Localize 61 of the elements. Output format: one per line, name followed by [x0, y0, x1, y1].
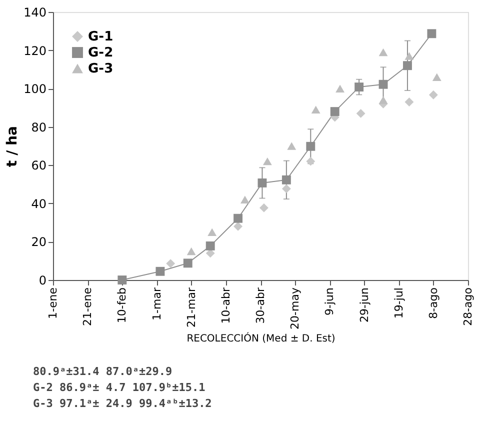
point	[403, 61, 412, 70]
point	[378, 48, 388, 56]
x-tick-label: 28-ago	[462, 287, 474, 326]
x-tick-label: 20-may	[288, 287, 302, 330]
point	[306, 156, 316, 166]
point	[234, 214, 242, 223]
point	[240, 196, 250, 204]
point	[234, 222, 242, 231]
point	[259, 203, 268, 212]
x-tick-label: 10-abr	[219, 287, 232, 324]
legend-label: G-1	[88, 30, 114, 44]
x-tick-label: 19-jul	[392, 288, 406, 319]
point	[282, 175, 291, 184]
point	[428, 90, 438, 100]
point	[330, 107, 340, 116]
point	[404, 98, 414, 106]
y-tick-label: 0	[38, 274, 46, 288]
point	[156, 266, 165, 276]
y-tick-label: 140	[24, 6, 46, 20]
text: G-2 86.9ᵃ± 4.7 107.9ᵇ±15.1	[33, 381, 206, 394]
x-tick-label: 9-jun	[323, 287, 336, 316]
x-tick-label: 10-feb	[116, 287, 129, 324]
point	[432, 73, 442, 81]
point	[166, 259, 176, 268]
point	[287, 142, 296, 150]
y-axis-title: t / ha	[4, 126, 21, 167]
x-tick-label: 1-mar	[150, 287, 164, 320]
text: 80.9ᵃ±31.4 87.0ᵃ±29.9	[33, 365, 172, 378]
y-tick-label: 20	[31, 235, 46, 250]
text: G-3 97.1ᵃ± 24.9 99.4ᵃᵇ±13.2	[33, 397, 212, 410]
y-tick-label: 100	[24, 82, 46, 96]
legend-label: G-2	[88, 46, 114, 60]
point	[183, 258, 192, 268]
point	[206, 241, 215, 250]
y-tick-label: 80	[31, 120, 46, 134]
x-tick-label: 30-abr	[254, 287, 267, 324]
point	[311, 106, 320, 114]
point	[282, 184, 291, 194]
legend-label: G-3	[88, 62, 114, 76]
y-tick-label: 40	[31, 196, 46, 211]
point	[336, 84, 345, 92]
point	[258, 178, 267, 188]
y-tick-label: 60	[31, 158, 46, 173]
x-tick-label: 1-ene	[46, 287, 60, 319]
x-tick-label: 29-jun	[358, 287, 371, 322]
point	[356, 108, 366, 118]
point	[306, 142, 316, 151]
point	[378, 80, 388, 89]
point	[354, 82, 364, 92]
y-tick-label: 120	[24, 44, 46, 58]
x-axis-title: RECOLECCIÓN (Med ± D. Est)	[186, 331, 336, 344]
point	[404, 52, 414, 60]
point	[208, 228, 217, 236]
x-tick-label: 8-ago	[426, 287, 440, 319]
x-tick-label: 21-mar	[184, 287, 198, 328]
point	[262, 157, 272, 166]
x-tick-label: 21-ene	[81, 287, 94, 326]
point	[427, 29, 436, 38]
point	[118, 276, 127, 284]
point	[186, 247, 196, 256]
point	[378, 96, 388, 104]
